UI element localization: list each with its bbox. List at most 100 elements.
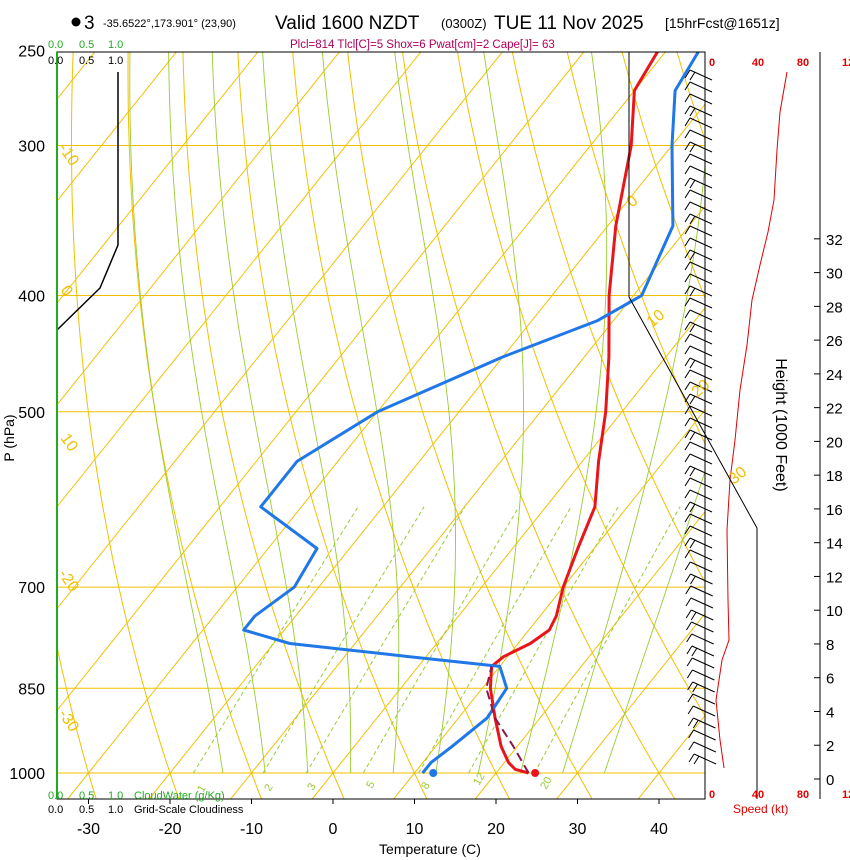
wind-barb-shaft (689, 357, 713, 369)
wind-barb (684, 537, 713, 549)
wind-barb-flag (689, 323, 696, 333)
wind-barb (684, 261, 713, 273)
wind-barb (684, 321, 713, 333)
height-tick-label: 18 (826, 468, 843, 485)
wind-barb-flag (684, 345, 691, 355)
pressure-tick-label: 850 (18, 681, 45, 698)
wind-barb-shaft (689, 129, 713, 141)
wind-barb-flag (688, 741, 695, 751)
wind-barb (684, 369, 713, 381)
speed-bottom-0: 0 (709, 789, 715, 801)
wind-barb-shaft (689, 465, 713, 477)
cloud-profile (56, 72, 119, 331)
dry-adiabat-line (237, 52, 428, 799)
wind-barb (684, 477, 713, 489)
x-tick-label: 40 (650, 821, 668, 838)
wind-barb-flag (684, 129, 691, 139)
wind-barb (684, 177, 713, 189)
wind-barb-shaft (690, 609, 714, 621)
speed-bottom-80: 80 (797, 789, 809, 801)
height-tick-label: 26 (826, 333, 843, 350)
wind-barb-shaft (689, 453, 713, 465)
wind-barb-flag (690, 575, 696, 585)
speed-top-12: 12 (842, 57, 850, 69)
utc-time: (0300Z) (441, 16, 487, 31)
wind-barb-flag (684, 441, 691, 451)
wind-barb (684, 81, 713, 93)
mixing-ratio-label: 5 (364, 779, 377, 790)
cloud-bottom-black-0: 0.0 (48, 804, 63, 816)
height-axis-label: Height (1000 Feet) (772, 358, 789, 491)
wind-barb-flag (692, 719, 699, 729)
dry-adiabat-line (621, 52, 705, 299)
cloud-top-black-0: 0.0 (48, 55, 63, 67)
wind-barb-flag (684, 297, 691, 307)
wind-barb (684, 129, 713, 141)
wind-barb-shaft (689, 345, 713, 357)
speed-bottom-40: 40 (752, 789, 764, 801)
mixing-ratio-label: 2 (262, 782, 275, 793)
wind-barb-shaft (689, 117, 713, 129)
wind-barb-shaft (689, 333, 713, 345)
wind-barb-shaft (689, 273, 713, 285)
wind-barb-shaft (693, 717, 716, 729)
wind-barb-flag (684, 141, 691, 151)
wind-barb-flag (687, 717, 694, 727)
cloud-bottom-black-1: 0.5 (79, 804, 94, 816)
wind-barb-flag (685, 609, 692, 619)
wind-barb (684, 285, 713, 297)
wind-barb (684, 501, 713, 513)
blue-surface-marker (429, 769, 438, 777)
isotherm-line (67, 52, 666, 799)
wind-barb-flag (684, 117, 691, 127)
wind-barb-shaft (689, 93, 713, 105)
grid-lines (57, 52, 705, 799)
wind-barb-shaft (692, 705, 716, 717)
wind-barb-flag (689, 539, 696, 549)
wind-barb-shaft (689, 309, 713, 321)
wind-barb (684, 189, 713, 201)
x-tick-label: 0 (329, 821, 338, 838)
wind-barb (684, 333, 713, 345)
wind-barb-flag (684, 417, 691, 427)
temperature-line (488, 52, 660, 775)
pressure-tick-label: 500 (18, 405, 45, 422)
wind-barb-shaft (691, 645, 715, 657)
point-number: 3 (84, 13, 95, 34)
dry-adiabat-line (511, 52, 705, 584)
height-tick-label: 20 (826, 434, 843, 451)
wind-barb-flag (684, 213, 691, 223)
valid-date: TUE 11 Nov 2025 (494, 13, 644, 34)
height-tick-label: 32 (826, 232, 843, 249)
wind-barb-shaft (689, 369, 713, 381)
wind-barb (684, 453, 713, 465)
wind-barb-flag (684, 105, 691, 115)
wind-barb-flag (684, 177, 691, 187)
wind-barb-shaft (689, 213, 713, 225)
wind-barb-flag (684, 429, 691, 439)
wind-barb (684, 237, 713, 249)
wind-barb-shaft (689, 141, 713, 153)
wind-barb-flag (684, 201, 691, 211)
isotherm-line (230, 205, 705, 799)
cloud-bottom-green-0: 0.0 (48, 790, 63, 802)
wind-barb-flag (684, 165, 691, 175)
wind-barb (686, 657, 715, 669)
wind-barb (684, 213, 713, 225)
dry-adiabat-line (566, 52, 705, 445)
wind-barb (684, 393, 713, 405)
moist-adiabat-line (603, 469, 705, 774)
wind-barb-shaft (689, 417, 713, 429)
wind-barb (684, 417, 713, 429)
wind-barb-flag (684, 273, 691, 283)
wind-barb-flag (689, 395, 696, 405)
speed-top-80: 80 (797, 57, 809, 69)
stability-indices: Plcl=814 Tlcl[C]=5 Shox=6 Pwat[cm]=2 Cap… (290, 39, 555, 51)
wind-barb-flag (687, 681, 694, 691)
cloud-water-label: CloudWater (g/Kg) (134, 790, 225, 802)
wind-barb-shaft (689, 477, 713, 489)
wind-barb (684, 345, 713, 357)
wind-barb-flag (684, 237, 691, 247)
wind-barb-shaft (689, 177, 713, 189)
